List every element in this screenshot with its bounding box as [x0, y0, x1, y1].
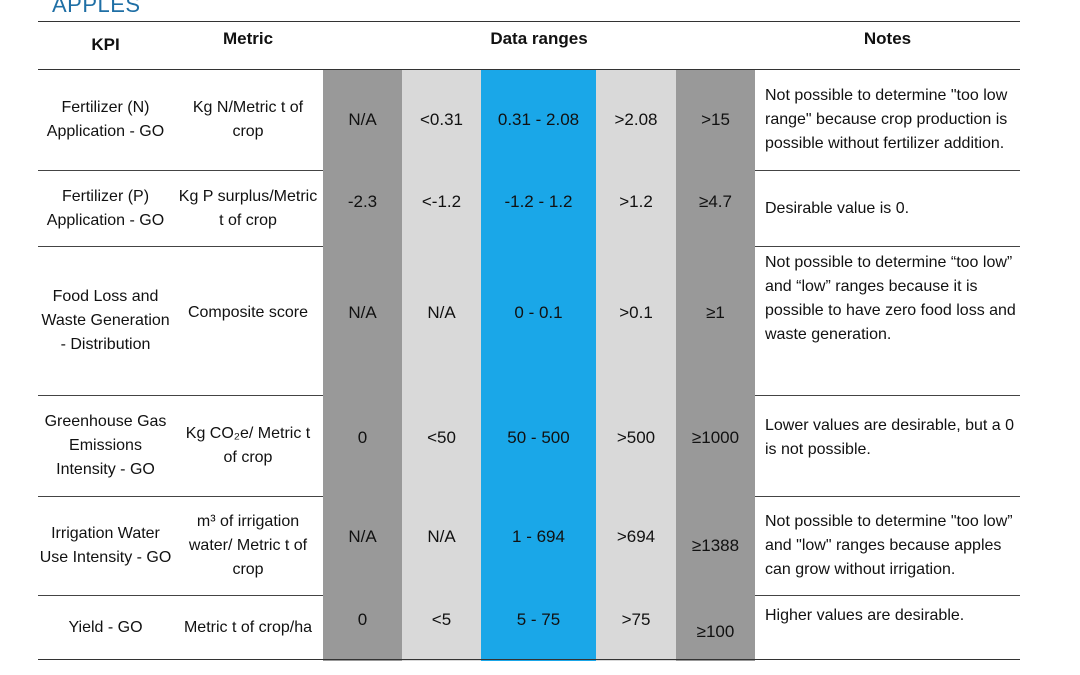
row-divider — [755, 395, 1020, 396]
high-value: >75 — [621, 610, 651, 629]
too-low-value: N/A — [348, 303, 377, 322]
too-low-value: N/A — [348, 110, 377, 129]
row-divider — [38, 595, 323, 596]
high-value: >2.08 — [614, 110, 658, 129]
desirable-value: 0.31 - 2.08 — [497, 110, 580, 129]
row-divider — [38, 395, 323, 396]
desirable-value: 0 - 0.1 — [514, 303, 563, 322]
too-high-value: ≥4.7 — [699, 191, 732, 211]
kpi-cell: Fertilizer (P) Application - GO — [46, 187, 165, 229]
high-value: >0.1 — [619, 303, 653, 322]
metric-cell: Metric t of crop/ha — [183, 619, 313, 636]
table-bottom-border — [38, 659, 1020, 660]
row-divider — [38, 246, 323, 247]
low-value: <0.31 — [419, 110, 463, 129]
too-low-value: N/A — [348, 527, 377, 546]
too-high-value: >15 — [701, 110, 730, 129]
row-divider — [38, 170, 323, 171]
row-divider — [755, 595, 1020, 596]
notes-cell: Not possible to determine "too low range… — [765, 87, 1008, 152]
metric-cell: Composite score — [187, 304, 309, 321]
notes-cell: Desirable value is 0. — [765, 200, 910, 217]
header-metric: Metric — [222, 29, 274, 48]
section-title: APPLES — [52, 0, 141, 17]
too-high-value: ≥1 — [706, 303, 725, 322]
low-value: <5 — [431, 610, 452, 629]
too-high-value: ≥1388 — [691, 536, 740, 555]
kpi-cell: Yield - GO — [68, 619, 143, 636]
desirable-value: 50 - 500 — [507, 428, 570, 447]
header-data-ranges: Data ranges — [490, 29, 588, 48]
table-top-border — [38, 21, 1020, 22]
too-low-value: -2.3 — [347, 191, 378, 211]
too-high-value: ≥1000 — [691, 428, 740, 447]
desirable-value: 1 - 694 — [512, 527, 565, 546]
metric-cell: Kg N/Metric t of crop — [192, 99, 304, 140]
high-value: >500 — [616, 428, 656, 447]
low-value: N/A — [427, 527, 456, 546]
header-notes: Notes — [863, 29, 912, 48]
metric-cell: Kg P surplus/Metric t of crop — [178, 187, 318, 229]
too-high-column — [676, 69, 755, 661]
notes-cell: Lower values are desirable, but a 0 is n… — [765, 417, 1015, 458]
header-kpi: KPI — [91, 35, 120, 54]
notes-cell: Not possible to determine "too low” and … — [765, 513, 1013, 578]
too-low-column — [323, 69, 402, 661]
desirable-column — [481, 69, 596, 661]
too-low-value: 0 — [357, 428, 368, 447]
desirable-value: -1.2 - 1.2 — [504, 191, 573, 211]
notes-cell: Higher values are desirable. — [765, 607, 965, 624]
kpi-cell: Irrigation Water Use Intensity - GO — [39, 525, 172, 566]
row-divider — [755, 170, 1020, 171]
low-column — [402, 69, 481, 661]
row-divider — [755, 246, 1020, 247]
high-column — [596, 69, 676, 661]
low-value: <50 — [427, 428, 456, 447]
high-value: >1.2 — [619, 191, 653, 211]
header-bottom-border — [38, 69, 1020, 70]
kpi-cell: Greenhouse Gas Emissions Intensity - GO — [44, 413, 167, 478]
row-divider — [755, 496, 1020, 497]
desirable-value: 5 - 75 — [516, 610, 561, 629]
high-value: >694 — [616, 527, 656, 546]
too-low-value: 0 — [357, 610, 368, 629]
metric-cell: m³ of irrigation water/ Metric t of crop — [188, 513, 308, 578]
metric-cell: Kg CO₂e/ Metric t of crop — [185, 425, 311, 466]
low-value: N/A — [427, 303, 456, 322]
kpi-cell: Food Loss and Waste Generation - Distrib… — [41, 288, 170, 353]
row-divider — [38, 496, 323, 497]
low-value: <-1.2 — [421, 191, 462, 211]
notes-cell: Not possible to determine “too low” and … — [765, 254, 1016, 343]
kpi-cell: Fertilizer (N) Application - GO — [46, 99, 165, 140]
kpi-table: KPI Metric Data ranges Notes Fertilizer … — [38, 21, 1020, 661]
too-high-value: ≥100 — [696, 622, 735, 641]
